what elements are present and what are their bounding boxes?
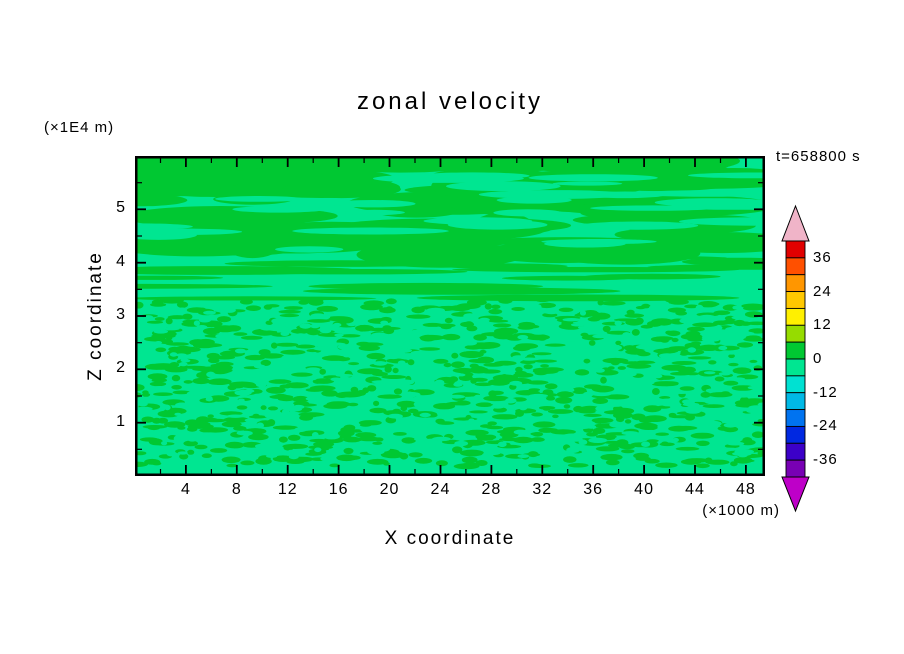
x-tick-label: 40	[634, 481, 654, 498]
x-axis-title: X coordinate	[384, 528, 516, 549]
colorbar-tick-label: -24	[813, 417, 838, 435]
colorbar-tick-label: -36	[813, 451, 838, 469]
chart-title: zonal velocity	[356, 88, 544, 115]
colorbar-over-arrow	[781, 204, 810, 242]
colorbar-segment	[785, 409, 806, 427]
colorbar-segment	[785, 375, 806, 394]
y-tick-label: 3	[116, 306, 126, 323]
colorbar-under-arrow	[781, 476, 810, 513]
colorbar-segment	[785, 442, 806, 461]
colorbar-tick-label: 24	[813, 282, 832, 300]
colorbar-segment	[785, 307, 806, 326]
x-tick-label: 16	[328, 481, 349, 498]
upper-streak-holes	[135, 172, 765, 253]
colorbar-segment	[785, 358, 806, 377]
x-tick-label: 24	[430, 481, 451, 498]
x-tick-label: 28	[481, 481, 502, 498]
colorbar-tick-label: 36	[813, 248, 832, 266]
x-tick-label: 20	[379, 481, 400, 498]
colorbar-tick-label: 12	[813, 316, 832, 334]
x-tick-label: 12	[277, 481, 298, 498]
colorbar-segment	[785, 392, 806, 411]
axis-ticks	[137, 158, 763, 474]
x-tick-label: 4	[180, 481, 191, 498]
colorbar-segment	[785, 425, 806, 444]
y-tick-label: 1	[116, 412, 126, 430]
x-axis-unit-label: (×1000 m)	[702, 502, 780, 519]
colorbar-segment	[785, 257, 806, 276]
colorbar-segment	[785, 341, 806, 360]
colorbar	[781, 204, 810, 513]
x-tick-label: 32	[532, 481, 553, 498]
colorbar-segment	[785, 459, 806, 478]
colorbar-segment	[785, 240, 806, 259]
y-tick-label: 2	[116, 359, 126, 377]
x-tick-label: 44	[685, 481, 705, 498]
x-tick-label: 48	[736, 481, 756, 498]
colorbar-tick-label: 0	[813, 350, 823, 367]
y-axis-unit-label: (×1E4 m)	[44, 119, 115, 136]
x-tick-label: 8	[231, 481, 242, 498]
x-tick-label: 36	[583, 481, 604, 498]
timestamp-label: t=658800 s	[776, 148, 861, 165]
plot-frame	[135, 156, 765, 476]
contour-plot-area	[135, 156, 765, 476]
lower-speckle-holes	[135, 304, 765, 461]
y-tick-label: 5	[116, 199, 126, 217]
colorbar-segment	[785, 324, 806, 343]
mid-level-streaks	[135, 255, 765, 302]
colorbar-tick-label: -12	[813, 383, 838, 401]
colorbar-segment	[785, 274, 806, 293]
y-tick-label: 4	[116, 252, 126, 270]
colorbar-segment	[785, 291, 806, 309]
